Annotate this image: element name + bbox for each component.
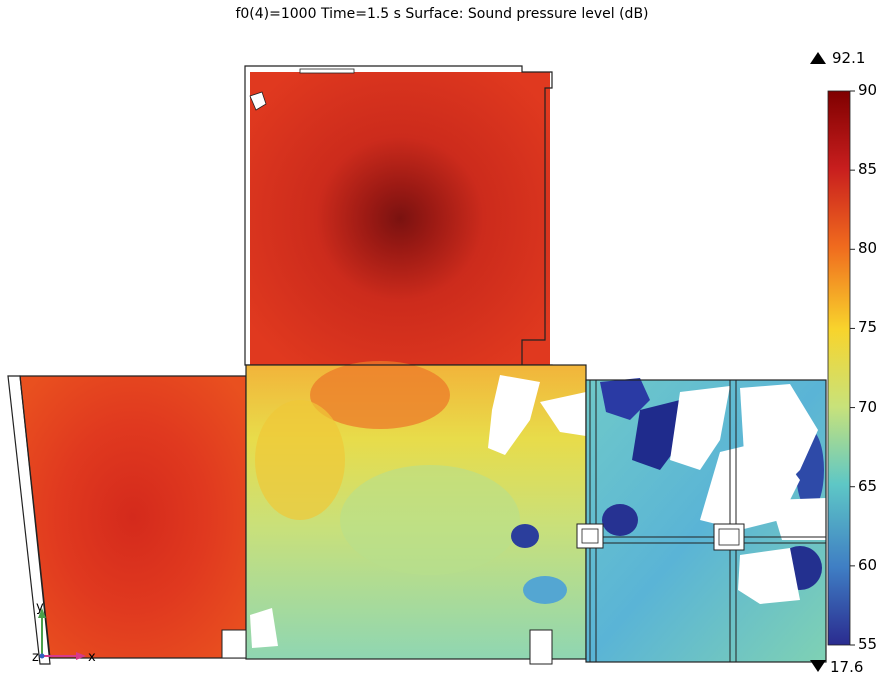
axis-y-label: y — [36, 600, 44, 615]
min-marker-icon — [810, 660, 826, 672]
axis-triad: y x z — [32, 600, 96, 665]
colorbar-tick-label: 65 — [858, 476, 878, 495]
region-left-room — [7, 375, 247, 665]
region-central-hall — [221, 361, 587, 665]
colorbar-tick-label: 70 — [858, 397, 878, 416]
colorbar-tick-label: 80 — [858, 239, 878, 258]
region-right-rooms — [576, 378, 827, 663]
colorbar-tick-label: 85 — [858, 160, 878, 179]
max-marker-icon — [810, 52, 826, 64]
colorbar-max-value: 92.1 — [832, 49, 866, 67]
colorbar-ticks — [850, 90, 855, 646]
axis-x-label: x — [88, 650, 96, 665]
colorbar-tick-label: 75 — [858, 318, 878, 337]
plot-title: f0(4)=1000 Time=1.5 s Surface: Sound pre… — [235, 6, 649, 22]
colorbar-tick-label: 90 — [858, 81, 878, 99]
region-upper-room — [244, 65, 553, 383]
colorbar-tick-label: 55 — [858, 635, 878, 653]
colorbar-min-value: 17.6 — [830, 658, 864, 676]
colorbar — [810, 52, 855, 672]
axis-z-label: z — [32, 650, 39, 665]
colorbar-tick-label: 60 — [858, 555, 878, 574]
